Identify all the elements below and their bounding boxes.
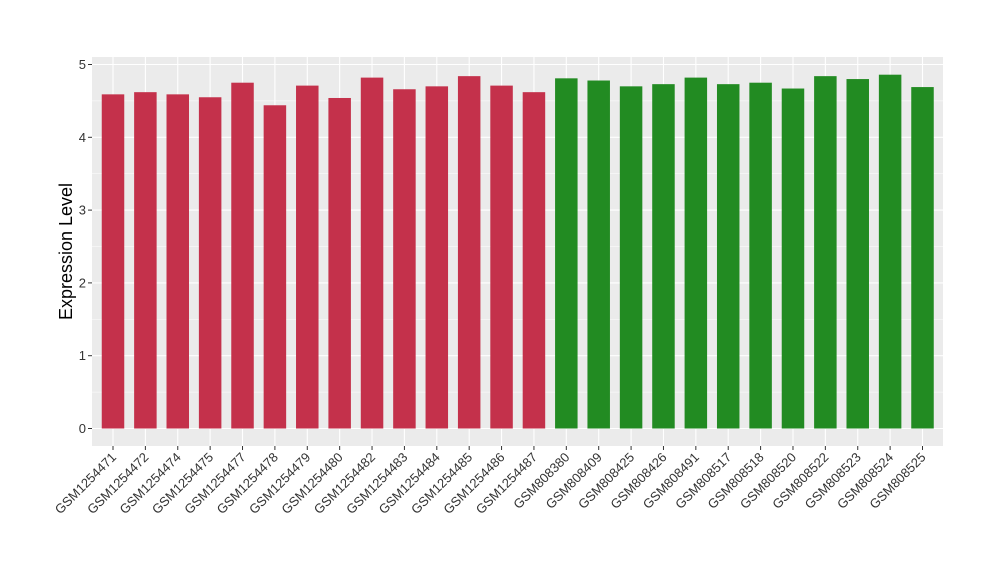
bar-GSM808518 [749,82,772,429]
bar-GSM1254483 [393,89,416,429]
y-tick-label: 2 [79,275,86,290]
bar-GSM1254475 [198,97,222,429]
bar-GSM808524 [878,74,902,429]
bar-GSM1254482 [360,77,384,429]
y-tick-label: 0 [79,421,86,436]
y-tick-label: 5 [79,57,86,72]
y-axis-title: Expression Level [56,183,76,320]
bar-GSM808380 [555,78,578,429]
x-axis: GSM1254471GSM1254472GSM1254474GSM1254475… [52,446,929,517]
bar-GSM808409 [587,80,610,429]
bar-GSM1254484 [425,86,449,429]
bar-GSM808426 [652,84,675,429]
y-tick-label: 4 [79,130,86,145]
bar-GSM1254486 [490,85,513,429]
bar-GSM1254485 [457,76,481,429]
bar-GSM808517 [716,84,740,429]
y-tick-label: 1 [79,348,86,363]
bar-GSM808522 [814,76,837,429]
bar-GSM1254487 [522,92,546,429]
bar-GSM808491 [684,77,708,429]
bar-GSM1254478 [263,105,287,429]
bar-GSM1254477 [231,82,254,429]
bar-GSM1254479 [296,85,319,429]
bar-GSM1254472 [134,92,157,429]
bar-GSM808523 [846,79,869,429]
bar-GSM1254480 [328,97,351,429]
bar-GSM1254471 [101,94,125,429]
y-tick-label: 3 [79,203,86,218]
bar-GSM808425 [619,86,643,429]
y-axis: 0 1 2 3 4 5 [79,57,92,436]
bar-GSM808525 [911,87,934,429]
bar-GSM1254474 [166,94,190,429]
bar-GSM808520 [781,88,805,429]
bars [101,74,934,429]
